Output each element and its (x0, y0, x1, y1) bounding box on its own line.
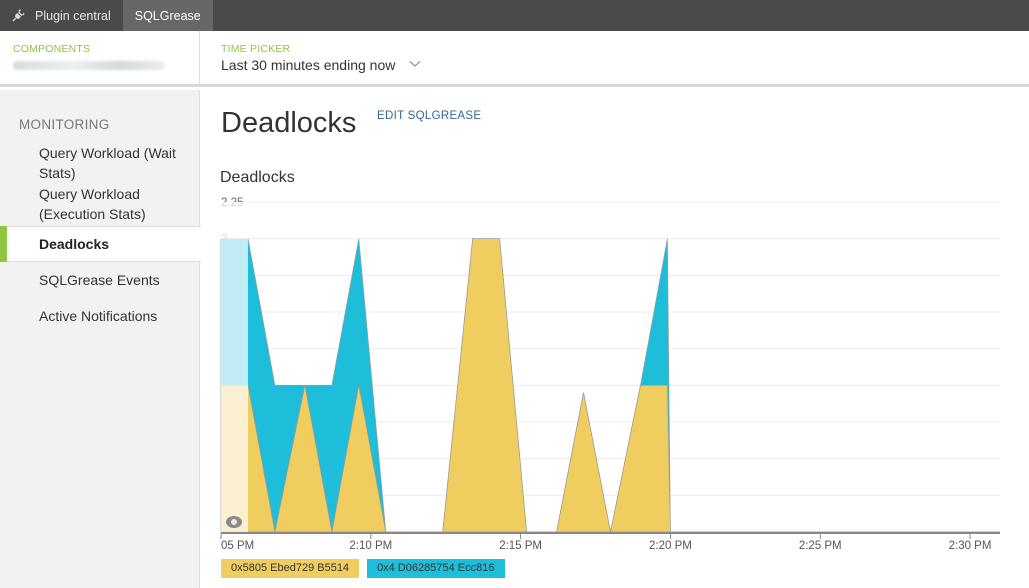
x-tick-label: 2:10 PM (349, 540, 392, 552)
x-tick-label: 2:20 PM (649, 540, 692, 552)
components-selector[interactable]: COMPONENTS (13, 43, 198, 70)
sidebar-heading: MONITORING (19, 117, 110, 132)
components-value-redacted (13, 61, 165, 70)
time-picker-value: Last 30 minutes ending now (221, 57, 396, 73)
eye-icon[interactable] (226, 516, 242, 528)
chart-title: Deadlocks (220, 169, 295, 186)
tab-sqlgrease[interactable]: SQLGrease (122, 0, 213, 31)
plug-icon (12, 9, 25, 22)
page-header: COMPONENTS TIME PICKER Last 30 minutes e… (0, 31, 1029, 87)
chart-fade-overlay (221, 202, 248, 532)
tab-plugin-central[interactable]: Plugin central (0, 0, 123, 31)
chart-legend: 0x5805 Ebed729 B5514 0x4 D06285754 Ecc816 (221, 559, 505, 578)
sidebar: MONITORING Query Workload (Wait Stats) Q… (0, 90, 201, 588)
x-tick-label: 2:15 PM (499, 540, 542, 552)
sidebar-item-query-workload-execution-stats[interactable]: Query Workload (Execution Stats) (39, 186, 146, 222)
sidebar-item-query-workload-wait-stats[interactable]: Query Workload (Wait Stats) (39, 145, 176, 181)
x-tick-label: 05 PM (221, 540, 254, 552)
top-bar: Plugin central SQLGrease (0, 0, 1029, 31)
time-picker[interactable]: TIME PICKER Last 30 minutes ending now (221, 43, 421, 73)
sidebar-item-deadlocks[interactable]: Deadlocks (0, 226, 201, 262)
legend-item[interactable]: 0x4 D06285754 Ecc816 (367, 559, 505, 578)
chevron-down-icon[interactable] (409, 60, 421, 68)
sidebar-item-sqlgrease-events[interactable]: SQLGrease Events (39, 272, 160, 288)
tab-label: SQLGrease (134, 8, 201, 23)
edit-sqlgrease-link[interactable]: EDIT SQLGREASE (377, 110, 482, 122)
tab-label: Plugin central (35, 8, 111, 23)
page-title: Deadlocks (221, 107, 357, 139)
time-picker-label: TIME PICKER (221, 43, 291, 55)
x-tick-label: 2:30 PM (949, 540, 992, 552)
header-divider (199, 31, 200, 87)
components-label: COMPONENTS (13, 43, 91, 55)
x-tick-label: 2:25 PM (799, 540, 842, 552)
sidebar-item-active-notifications[interactable]: Active Notifications (39, 308, 158, 324)
legend-item[interactable]: 0x5805 Ebed729 B5514 (221, 559, 360, 578)
